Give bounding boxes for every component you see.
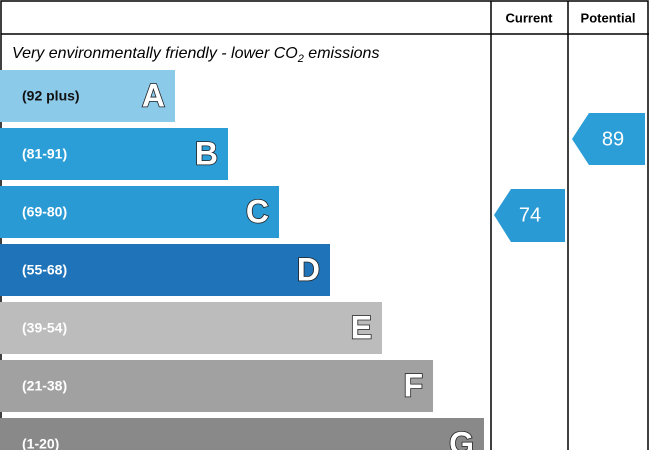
column-header: Current: [506, 10, 554, 25]
band-bar: [0, 70, 175, 122]
subtitle-suffix: emissions: [304, 45, 380, 62]
band-bar: [0, 128, 228, 180]
band-letter: B: [195, 135, 218, 171]
band-bar: [0, 360, 433, 412]
band-bar: [0, 244, 330, 296]
bands: (92 plus) A (81-91) B (69-80) C (55-68) D (39-54…: [0, 70, 484, 450]
potential-value: 89: [602, 128, 624, 150]
band-range: (81-91): [22, 146, 67, 162]
band-range: (39-54): [22, 320, 67, 336]
subtitle-subscript: 2: [297, 53, 304, 65]
band-range: (69-80): [22, 204, 67, 220]
band-range: (1-20): [22, 436, 59, 450]
band-range: (21-38): [22, 378, 67, 394]
band-bar: [0, 302, 382, 354]
band-range: (55-68): [22, 262, 67, 278]
band-letter: C: [246, 193, 269, 229]
band-bar: [0, 418, 484, 450]
band-letter: A: [142, 77, 165, 113]
potential-arrow: [572, 113, 645, 165]
band-letter: E: [351, 309, 372, 345]
current-arrow: [494, 189, 565, 242]
band-bar: [0, 186, 279, 238]
subtitle-text: Very environmentally friendly - lower CO: [12, 45, 298, 62]
current-value: 74: [519, 204, 541, 226]
column-header: Potential: [581, 10, 636, 25]
band-letter: G: [449, 425, 474, 450]
subtitle: Very environmentally friendly - lower CO…: [12, 45, 379, 65]
band-range: (92 plus): [22, 88, 80, 104]
band-letter: F: [403, 367, 423, 403]
band-letter: D: [297, 251, 320, 287]
